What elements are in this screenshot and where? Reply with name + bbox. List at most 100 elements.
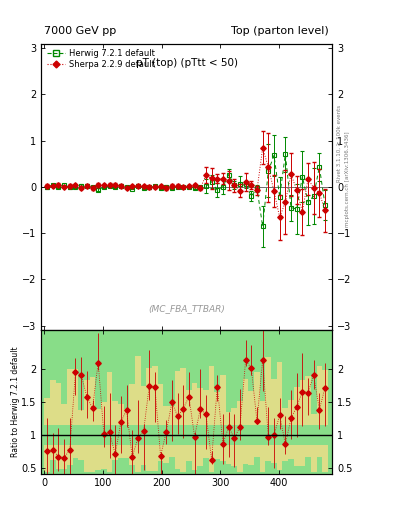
Bar: [283, 425, 288, 445]
Bar: [101, 402, 107, 468]
Bar: [56, 383, 61, 468]
Bar: [215, 425, 220, 445]
Bar: [283, 408, 288, 461]
Bar: [50, 425, 56, 445]
Text: (MC_FBA_TTBAR): (MC_FBA_TTBAR): [148, 304, 225, 313]
Bar: [44, 398, 50, 472]
Text: Top (parton level): Top (parton level): [231, 26, 329, 36]
Bar: [305, 425, 311, 445]
Bar: [192, 383, 197, 470]
Bar: [146, 368, 152, 471]
Bar: [271, 379, 277, 463]
Bar: [192, 425, 197, 445]
Bar: [107, 372, 112, 472]
Bar: [112, 425, 118, 445]
Bar: [180, 368, 186, 472]
Bar: [220, 425, 226, 445]
Bar: [226, 412, 231, 464]
Bar: [237, 425, 243, 445]
Bar: [67, 369, 73, 465]
Bar: [175, 371, 180, 469]
Bar: [129, 383, 135, 465]
Bar: [90, 425, 95, 445]
Bar: [152, 366, 158, 471]
Bar: [135, 425, 141, 445]
Bar: [226, 425, 231, 445]
Bar: [209, 425, 215, 445]
Bar: [248, 391, 254, 464]
Text: Rivet 3.1.10, ≥ 100k events: Rivet 3.1.10, ≥ 100k events: [337, 105, 342, 182]
Bar: [316, 366, 322, 457]
Bar: [197, 388, 203, 466]
Bar: [78, 410, 84, 460]
Bar: [243, 379, 248, 464]
Bar: [203, 425, 209, 445]
Bar: [311, 425, 316, 445]
Bar: [141, 387, 146, 465]
Bar: [288, 400, 294, 459]
Bar: [112, 401, 118, 460]
Bar: [118, 404, 124, 458]
Text: 7000 GeV pp: 7000 GeV pp: [44, 26, 116, 36]
Bar: [248, 425, 254, 445]
Bar: [73, 425, 78, 445]
Bar: [61, 403, 67, 468]
Bar: [260, 401, 266, 472]
Bar: [175, 425, 180, 445]
Text: mcplots.cern.ch [arXiv:1306.3436]: mcplots.cern.ch [arXiv:1306.3436]: [345, 132, 350, 227]
Bar: [277, 361, 283, 471]
Bar: [158, 385, 163, 461]
Bar: [231, 425, 237, 445]
Bar: [124, 425, 129, 445]
Bar: [277, 425, 283, 445]
Bar: [209, 366, 215, 472]
Bar: [101, 425, 107, 445]
Bar: [84, 425, 90, 445]
Bar: [322, 370, 328, 472]
Bar: [67, 425, 73, 445]
Bar: [180, 425, 186, 445]
Bar: [322, 425, 328, 445]
Bar: [220, 375, 226, 461]
Bar: [294, 387, 299, 466]
Bar: [73, 369, 78, 458]
Bar: [254, 372, 260, 457]
Bar: [260, 425, 266, 445]
Bar: [305, 376, 311, 457]
Y-axis label: Ratio to Herwig 7.2.1 default: Ratio to Herwig 7.2.1 default: [11, 347, 20, 457]
Bar: [169, 407, 175, 457]
Bar: [95, 425, 101, 445]
Bar: [197, 425, 203, 445]
Bar: [118, 425, 124, 445]
Bar: [50, 379, 56, 460]
Legend: Herwig 7.2.1 default, Sherpa 2.2.9 default: Herwig 7.2.1 default, Sherpa 2.2.9 defau…: [46, 48, 156, 71]
Bar: [203, 390, 209, 458]
Bar: [311, 414, 316, 472]
Bar: [146, 425, 152, 445]
Bar: [95, 409, 101, 470]
Bar: [266, 425, 271, 445]
Bar: [56, 425, 61, 445]
Bar: [271, 425, 277, 445]
Bar: [231, 408, 237, 466]
Bar: [186, 425, 192, 445]
Bar: [135, 356, 141, 472]
Bar: [90, 377, 95, 472]
Bar: [84, 380, 90, 472]
Bar: [152, 425, 158, 445]
Bar: [237, 401, 243, 472]
Bar: [266, 357, 271, 461]
Bar: [186, 390, 192, 461]
Bar: [288, 425, 294, 445]
Bar: [294, 425, 299, 445]
Bar: [316, 425, 322, 445]
Bar: [169, 425, 175, 445]
Bar: [124, 409, 129, 458]
Bar: [107, 425, 112, 445]
Bar: [158, 425, 163, 445]
Bar: [215, 392, 220, 459]
Bar: [254, 425, 260, 445]
Text: pT (top) (pTtt < 50): pT (top) (pTtt < 50): [136, 58, 238, 68]
Bar: [61, 425, 67, 445]
Bar: [141, 425, 146, 445]
